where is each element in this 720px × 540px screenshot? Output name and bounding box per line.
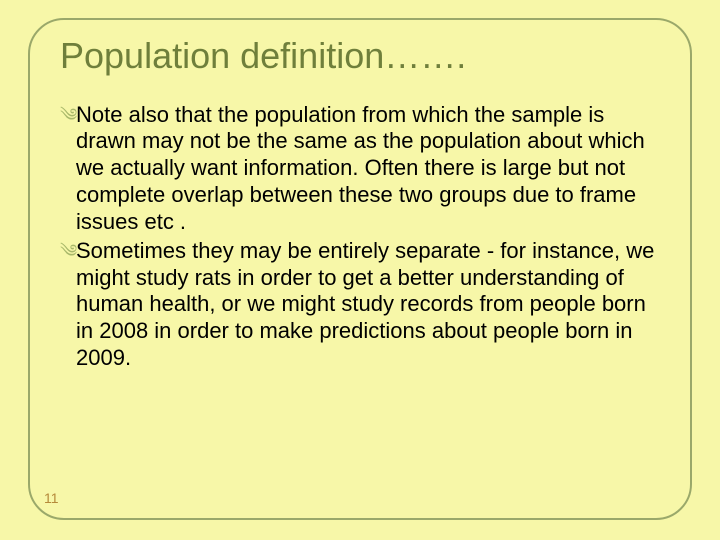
slide: Population definition……. ༄ Note also tha… [0, 0, 720, 540]
bullet-text: Sometimes they may be entirely separate … [76, 238, 668, 372]
page-number: 11 [44, 490, 59, 506]
bullet-text: Note also that the population from which… [76, 102, 668, 236]
slide-inner-frame: Population definition……. ༄ Note also tha… [28, 18, 692, 520]
bullet-item: ༄ Note also that the population from whi… [60, 102, 668, 236]
slide-title: Population definition……. [60, 36, 668, 76]
bullet-item: ༄ Sometimes they may be entirely separat… [60, 238, 668, 372]
slide-body: ༄ Note also that the population from whi… [60, 102, 668, 372]
